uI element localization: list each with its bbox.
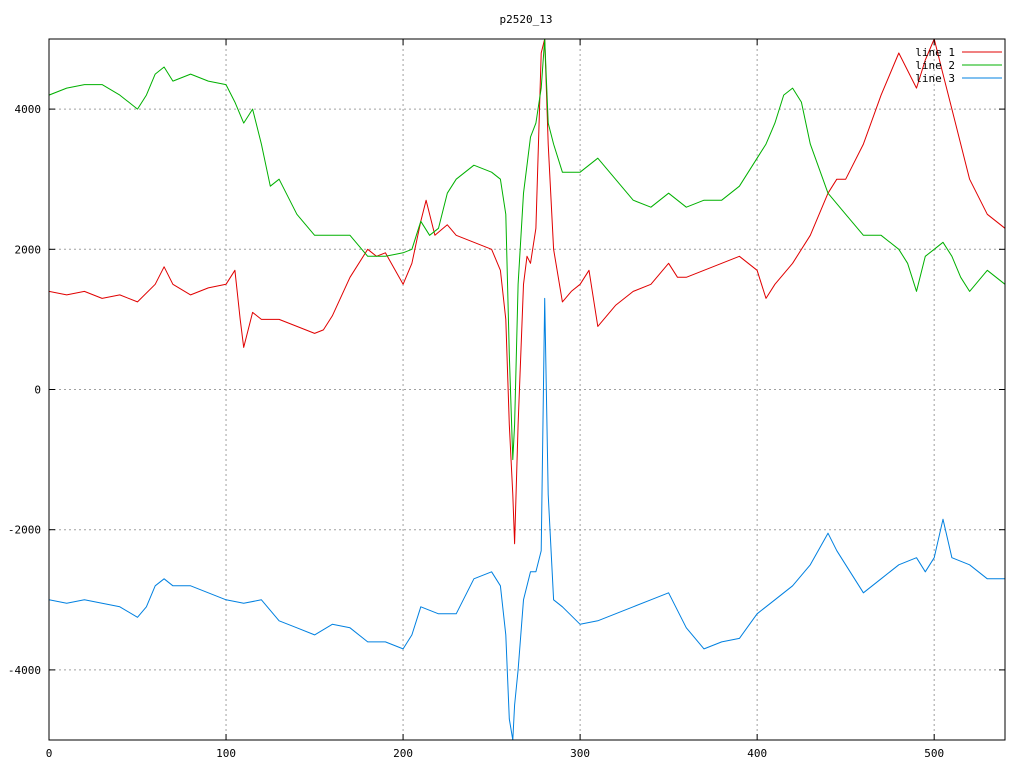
y-tick-label: 0 [34, 384, 41, 397]
legend-label: line 1 [915, 46, 955, 59]
x-tick-label: 0 [46, 747, 53, 760]
series-line-1 [49, 39, 1005, 545]
series-layer [49, 39, 1005, 740]
x-tick-label: 500 [924, 747, 944, 760]
x-tick-label: 400 [747, 747, 767, 760]
y-tick-label: -4000 [8, 664, 41, 677]
y-tick-label: -2000 [8, 524, 41, 537]
series-line-2 [49, 39, 1005, 461]
y-tick-label: 4000 [15, 103, 42, 116]
x-tick-label: 300 [570, 747, 590, 760]
x-tick-label: 100 [216, 747, 236, 760]
y-tick-label: 2000 [15, 243, 42, 256]
series-line-3 [49, 297, 1005, 740]
axis-ticks: 0 100 200 300 400 500 -4000 -2000 0 2000 4000 [8, 39, 1005, 760]
grid [48, 39, 1005, 740]
legend-label: line 2 [915, 59, 955, 72]
plot-frame [48, 38, 1006, 741]
x-tick-label: 200 [393, 747, 413, 760]
chart-title: p2520_13 [500, 13, 553, 26]
legend-label: line 3 [915, 72, 955, 85]
